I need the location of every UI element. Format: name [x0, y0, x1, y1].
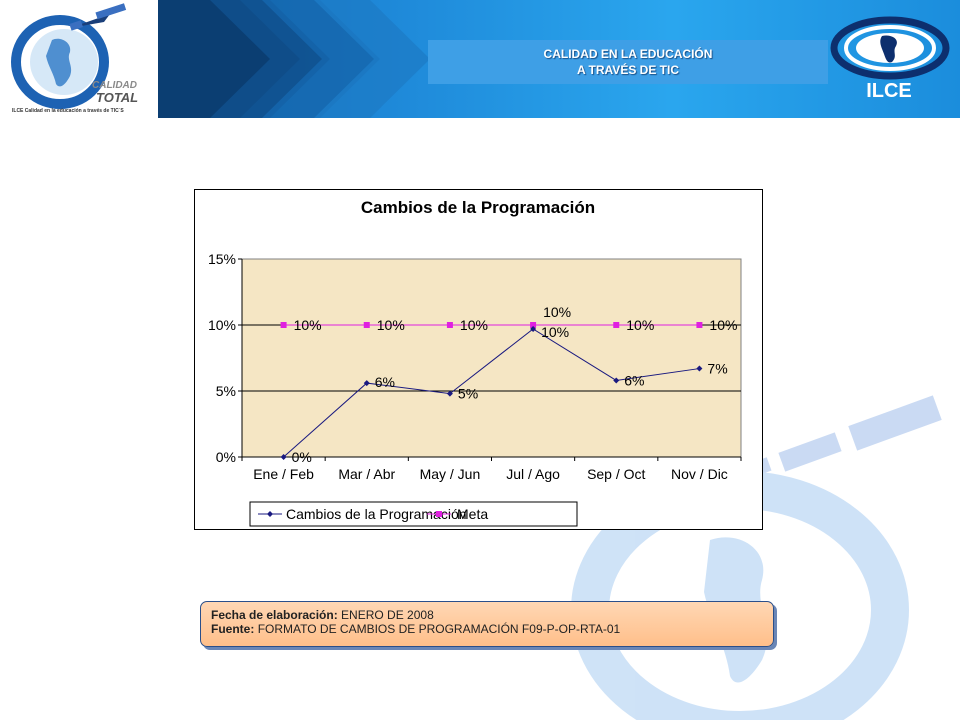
data-point-square	[446, 322, 453, 328]
data-point-diamond	[530, 325, 537, 332]
legend-marker-square	[436, 511, 442, 517]
data-label: 0%	[292, 449, 312, 465]
data-point-diamond	[613, 377, 620, 384]
legend-label: Cambios de la Programación	[286, 506, 467, 522]
chevron-decoration	[158, 0, 430, 118]
legend-label: Meta	[457, 506, 488, 522]
data-label: 6%	[375, 374, 395, 390]
data-point-diamond	[280, 454, 287, 460]
data-label: 7%	[707, 361, 727, 377]
plot-area	[241, 258, 742, 458]
y-tick-label: 5%	[216, 383, 236, 399]
legend-box	[249, 501, 578, 527]
data-label: 10%	[709, 317, 737, 333]
x-tick-label: Nov / Dic	[671, 466, 728, 482]
header-title: CALIDAD EN LA EDUCACIÓN A TRAVÉS DE TIC	[428, 40, 828, 84]
data-point-square	[696, 322, 703, 328]
data-point-square	[613, 322, 620, 328]
header-banner: CALIDAD TOTAL ILCE Calidad en la educaci…	[0, 0, 960, 118]
data-label: 10%	[626, 317, 654, 333]
logo-word-total: TOTAL	[96, 90, 139, 105]
data-point-square	[363, 322, 370, 328]
y-tick-label: 10%	[208, 317, 236, 333]
data-label: 10%	[294, 317, 322, 333]
header-title-line2: A TRAVÉS DE TIC	[576, 63, 679, 77]
x-tick-label: Sep / Oct	[587, 466, 645, 482]
data-point-diamond	[363, 380, 370, 387]
ilce-label: ILCE	[866, 80, 912, 102]
source-value: FORMATO DE CAMBIOS DE PROGRAMACIÓN F09-P…	[257, 622, 621, 636]
calidad-total-logo: CALIDAD TOTAL ILCE Calidad en la educaci…	[0, 0, 158, 118]
date-label: Fecha de elaboración:	[211, 608, 338, 622]
chart-container: Cambios de la Programación 0% 5% 10% 15% En…	[194, 189, 763, 530]
date-value: ENERO DE 2008	[341, 608, 434, 622]
x-tick-label: Jul / Ago	[506, 466, 560, 482]
source-label: Fuente:	[211, 622, 255, 636]
series-line	[283, 328, 700, 458]
globe-logo-icon	[11, 3, 127, 109]
ilce-logo: ILCE	[830, 14, 954, 106]
header-title-line1: CALIDAD EN LA EDUCACIÓN	[543, 47, 713, 61]
y-tick-label: 15%	[208, 251, 236, 267]
data-label: 6%	[624, 372, 644, 388]
data-point-diamond	[696, 365, 703, 372]
data-label: 5%	[458, 386, 478, 402]
x-tick-label: Mar / Abr	[338, 466, 395, 482]
legend-marker-diamond	[267, 511, 273, 517]
chart-title: Cambios de la Programación	[361, 198, 595, 217]
x-tick-label: Ene / Feb	[253, 466, 314, 482]
data-label: 10%	[460, 317, 488, 333]
y-tick-label: 0%	[216, 449, 236, 465]
line-chart: Cambios de la Programación 0% 5% 10% 15% En…	[208, 198, 742, 527]
data-label: 10%	[377, 317, 405, 333]
data-point-diamond	[446, 390, 453, 397]
source-note: Fecha de elaboración: ENERO DE 2008 Fuen…	[200, 601, 774, 647]
ilce-globe-icon	[830, 16, 950, 80]
x-tick-label: May / Jun	[420, 466, 481, 482]
data-label: 10%	[543, 304, 571, 320]
data-point-square	[280, 322, 287, 328]
logo-word-calidad: CALIDAD	[92, 80, 137, 91]
logo-caption: ILCE Calidad en la educación a través de…	[12, 108, 124, 114]
data-label: 10%	[541, 324, 569, 340]
data-point-square	[530, 322, 537, 328]
